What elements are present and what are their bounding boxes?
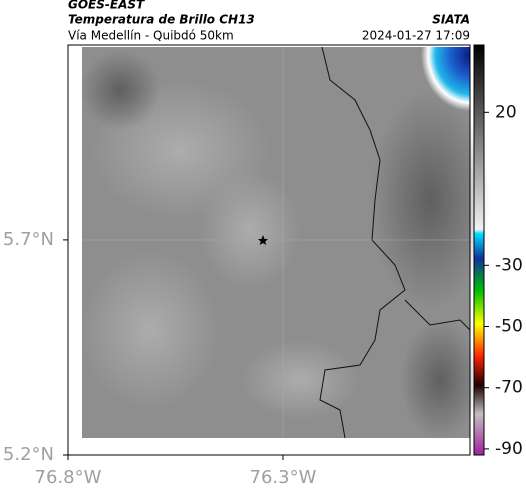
- map-frame: [67, 44, 471, 456]
- lon-tick-label: 76.3°W: [250, 467, 317, 488]
- colorbar-tick-label: -70: [495, 378, 523, 398]
- colorbar: [473, 44, 485, 456]
- product: Temperatura de Brillo CH13: [68, 13, 255, 27]
- colorbar-tick-label: 20: [495, 102, 517, 122]
- satellite-image: [80, 46, 490, 440]
- lat-tick-label: 5.7°N: [3, 229, 54, 250]
- colorbar-tick-label: -30: [495, 255, 523, 275]
- source: GOES-EAST: [68, 0, 145, 12]
- lat-tick-label: 5.2°N: [3, 444, 54, 465]
- colorbar-tick-label: -90: [495, 439, 523, 459]
- colorbar-tick-label: -50: [495, 316, 523, 336]
- timestamp: 2024-01-27 17:09: [362, 29, 470, 43]
- lon-tick-label: 76.8°W: [35, 467, 102, 488]
- brand: SIATA: [432, 13, 470, 27]
- region: Vía Medellín - Quibdó 50km: [68, 29, 234, 43]
